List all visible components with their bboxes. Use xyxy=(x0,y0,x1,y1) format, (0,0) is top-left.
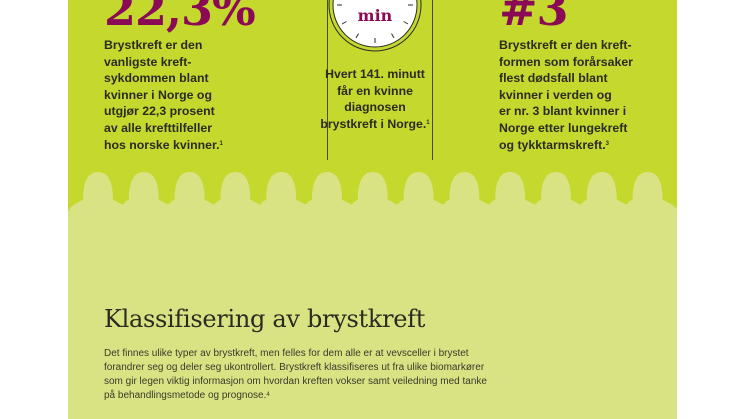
footnote-ref: 1 xyxy=(219,140,223,147)
clock-tick xyxy=(403,21,409,25)
stat-value-percent: 22,3% xyxy=(104,0,256,36)
stat-text-rank: Brystkreft er den kreft- formen som forå… xyxy=(499,37,633,153)
clock-icon: 141 min xyxy=(328,0,422,52)
clock-tick xyxy=(355,33,359,39)
section-heading: Klassifisering av brystkreft xyxy=(104,305,426,333)
lower-section xyxy=(68,250,677,419)
stat-text: Brystkreft er den kreft- formen som forå… xyxy=(499,38,633,152)
clock-unit: min xyxy=(358,6,393,25)
stat-text: Brystkreft er den vanligste kreft- sykdo… xyxy=(104,38,220,152)
stat-value-rank: #3 xyxy=(499,0,569,36)
woman-silhouette xyxy=(68,172,130,260)
footnote-ref: 1 xyxy=(426,119,430,126)
column-divider xyxy=(432,0,433,160)
stat-text-minutes: Hvert 141. minutt får en kvinne diagnose… xyxy=(286,66,464,132)
stat-text-percent: Brystkreft er den vanligste kreft- sykdo… xyxy=(104,37,223,153)
infographic-panel: 22,3% Brystkreft er den vanligste kreft-… xyxy=(68,0,677,419)
clock-tick xyxy=(341,21,347,25)
clock-tick xyxy=(391,33,395,39)
column-divider xyxy=(327,0,328,160)
footnote-ref: 3 xyxy=(605,140,609,147)
section-paragraph: Det finnes ulike typer av brystkreft, me… xyxy=(104,347,664,403)
women-silhouettes-illustration xyxy=(68,172,677,260)
stat-text: Hvert 141. minutt får en kvinne diagnose… xyxy=(320,67,427,131)
footnote-ref: 4 xyxy=(266,392,270,398)
paragraph-text: Det finnes ulike typer av brystkreft, me… xyxy=(104,348,487,401)
